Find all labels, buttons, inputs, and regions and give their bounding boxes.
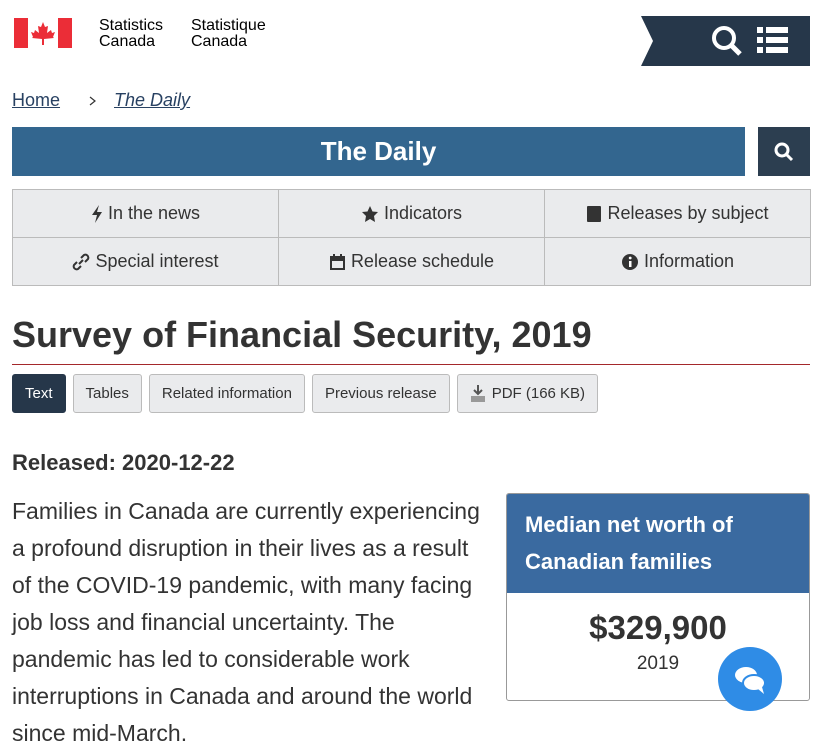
breadcrumb-link[interactable]: The Daily	[114, 90, 191, 110]
infobox-value: $329,900	[589, 609, 727, 646]
infobox: Median net worth of Canadian families $3…	[506, 493, 810, 701]
brand-text: Canada	[99, 33, 156, 50]
title-rule	[12, 364, 810, 365]
nav-button[interactable]: Special interest	[12, 237, 279, 286]
brand-en: Statistics Canada	[99, 18, 163, 50]
nav-button[interactable]: Information	[544, 237, 811, 286]
nav-label: Release schedule	[350, 251, 495, 271]
nav-button[interactable]: Releases by subject	[544, 189, 811, 238]
brand-text: Statistique	[191, 17, 266, 34]
infobox-title: Median net worth of Canadian families	[507, 494, 809, 593]
brand-fr: Statistique Canada	[191, 18, 266, 50]
tab[interactable]: Previous release	[311, 374, 450, 413]
tab[interactable]: Text	[12, 374, 66, 413]
tabs: Text Tables Related information Previous…	[12, 374, 599, 413]
brand-text: Statistics	[99, 17, 164, 34]
nav-label: Indicators	[383, 203, 463, 223]
nav-button[interactable]: Release schedule	[278, 237, 545, 286]
tab-label: Previous release	[324, 385, 437, 402]
brand-text: Canada	[191, 33, 248, 50]
header-menu[interactable]	[641, 16, 810, 66]
release-date: Released: 2020-12-22	[12, 450, 235, 475]
canada-flag	[14, 18, 72, 48]
nav-label: Releases by subject	[607, 203, 769, 223]
breadcrumb-separator	[89, 96, 96, 106]
breadcrumb-link[interactable]: Home	[12, 90, 61, 110]
tab[interactable]: Related information	[148, 374, 305, 413]
nav-button[interactable]: Indicators	[278, 189, 545, 238]
tab-label: Tables	[85, 385, 129, 402]
tab[interactable]: PDF (166 KB)	[456, 374, 599, 413]
tab-label: PDF (166 KB)	[491, 385, 586, 402]
nav-label: Special interest	[95, 251, 219, 271]
infobox-year: 2019	[636, 653, 680, 674]
tab-label: Text	[25, 385, 53, 402]
banner-title: The Daily	[12, 127, 745, 176]
tab[interactable]: Tables	[72, 374, 142, 413]
nav-label: In the news	[107, 203, 201, 223]
nav-button[interactable]: In the news	[12, 189, 279, 238]
page-title: Survey of Financial Security, 2019	[12, 314, 592, 355]
chat-button[interactable]	[718, 647, 782, 711]
search-button[interactable]	[758, 127, 810, 176]
body-text: Families in Canada are currently experie…	[12, 498, 480, 746]
nav-grid: In the news Indicators Releases by subje…	[12, 189, 811, 286]
tab-label: Related information	[161, 385, 292, 402]
nav-label: Information	[643, 251, 735, 271]
